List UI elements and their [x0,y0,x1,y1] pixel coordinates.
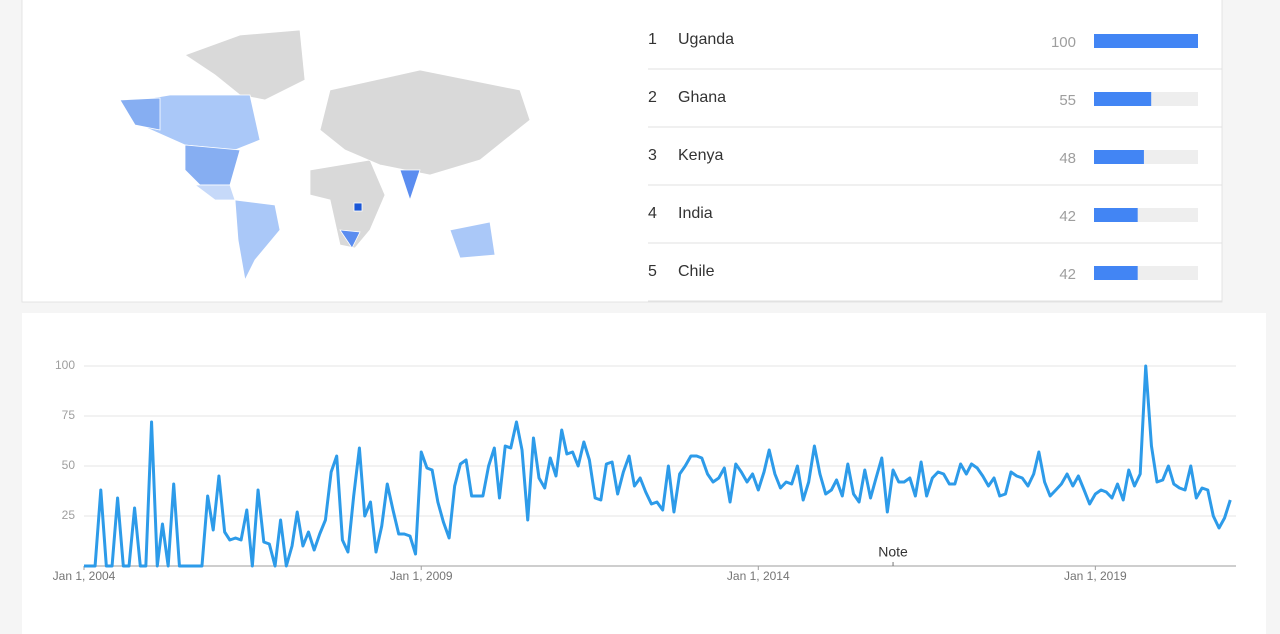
interest-chart: 25 50 75 100 Jan 1, 2004 Jan 1, 2009 Jan 1, 20… [53,358,1236,583]
map-shape [339,229,361,249]
bar [1094,150,1144,164]
map-shape [139,94,261,151]
region-value: 48 [1059,150,1076,167]
bar [1094,34,1198,48]
rank: 4 [648,205,657,222]
y-tick-label: 50 [62,458,76,472]
bar [1094,208,1138,222]
region-name: India [678,205,713,222]
map-shape [449,221,496,259]
region-name: Chile [678,263,715,280]
map-shape [353,202,363,212]
x-tick-label: Jan 1, 2004 [53,569,116,583]
map-shape [184,29,306,101]
map-shape [119,97,161,131]
world-map [119,29,531,282]
y-tick-label: 75 [62,408,76,422]
rank: 3 [648,147,657,164]
map-shape [234,199,281,282]
x-tick-label: Jan 1, 2019 [1064,569,1127,583]
x-tick-label: Jan 1, 2014 [727,569,790,583]
y-tick-label: 100 [55,358,75,372]
map-shape [319,69,531,176]
region-value: 42 [1059,266,1076,283]
annotation: Note [878,544,908,560]
chart-card [22,313,1266,634]
x-tick-label: Jan 1, 2009 [390,569,453,583]
rank: 5 [648,263,657,280]
region-name: Uganda [678,31,734,48]
rank: 2 [648,89,657,106]
region-name: Ghana [678,89,726,106]
map-shape [309,159,386,249]
region-value: 100 [1051,34,1076,51]
region-value: 55 [1059,92,1076,109]
region-value: 42 [1059,208,1076,225]
rank: 1 [648,31,657,48]
region-name: Kenya [678,147,723,164]
trend-line [84,364,1232,568]
region-list: 1 Uganda 100 2 Ghana 55 3 Kenya 48 4 India 42 5 Chile… [648,31,1222,302]
map-shape [399,169,421,202]
bar [1094,92,1152,106]
bar [1094,266,1138,280]
y-tick-label: 25 [62,508,76,522]
